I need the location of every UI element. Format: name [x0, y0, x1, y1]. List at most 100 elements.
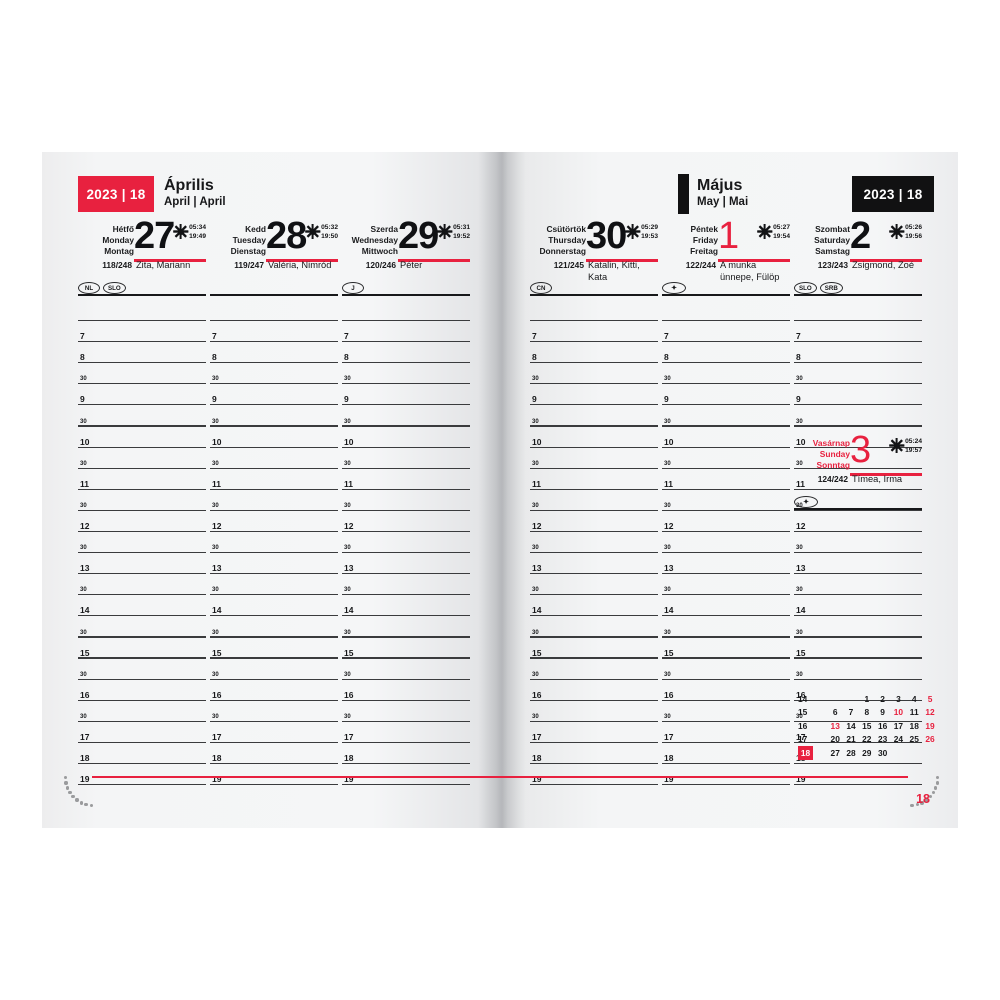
hour-row[interactable]: 14	[342, 595, 470, 617]
hour-row[interactable]: 9	[210, 384, 338, 406]
hour-row[interactable]: 30	[78, 532, 206, 554]
hour-row[interactable]: 19	[662, 764, 790, 786]
hour-row[interactable]: 15	[210, 638, 338, 659]
hour-row[interactable]: 15	[794, 638, 922, 659]
mini-day-cell[interactable]	[827, 692, 843, 706]
hour-row[interactable]	[78, 300, 206, 322]
hour-row[interactable]: 13	[78, 553, 206, 575]
hour-row[interactable]: 12	[210, 511, 338, 533]
hour-row[interactable]: 18	[78, 743, 206, 765]
mini-week-number[interactable]: 17	[798, 734, 808, 745]
hour-row[interactable]: 16	[530, 680, 658, 701]
hour-row[interactable]: 12	[78, 511, 206, 533]
hour-row[interactable]: 11	[210, 469, 338, 490]
mini-day-cell[interactable]: 29	[862, 747, 872, 758]
hour-row[interactable]: 30	[530, 363, 658, 385]
hour-row[interactable]: 13	[210, 553, 338, 575]
hour-row[interactable]: 17	[342, 722, 470, 743]
hour-row[interactable]: 10	[210, 427, 338, 448]
day-column-tuesday[interactable]: Kedd Tuesday Dienstag 28 05:32 19:50 119/247 Va…	[210, 217, 338, 786]
hour-row[interactable]: 18	[342, 743, 470, 765]
hour-row[interactable]: 30	[342, 574, 470, 596]
hour-row[interactable]: 30	[210, 448, 338, 469]
hour-row[interactable]: 16	[342, 680, 470, 701]
hour-row[interactable]: 14	[794, 595, 922, 617]
hour-row[interactable]: 13	[342, 553, 470, 575]
hour-row[interactable]: 8	[78, 342, 206, 364]
hour-row[interactable]: 11	[78, 469, 206, 490]
hour-row[interactable]: 30	[530, 701, 658, 722]
mini-day-cell[interactable]	[813, 692, 827, 706]
mini-day-cell[interactable]: 28	[846, 747, 856, 758]
day-column-friday[interactable]: Péntek Friday Freitag 1 05:27 19:54 122/244 A m…	[662, 217, 790, 786]
mini-day-cell[interactable]: 11	[909, 707, 919, 718]
hour-row[interactable]: 30	[794, 532, 922, 554]
hour-row[interactable]: 9	[662, 384, 790, 406]
hour-row[interactable]: 30	[794, 448, 922, 469]
hour-row[interactable]: 30	[662, 490, 790, 511]
hour-row[interactable]: 18	[210, 743, 338, 765]
hour-row[interactable]: 13	[530, 553, 658, 575]
hour-row[interactable]: 19	[210, 764, 338, 786]
hour-row[interactable]: 10	[662, 427, 790, 448]
mini-day-cell[interactable]: 27	[830, 747, 840, 758]
hour-row[interactable]: 11	[342, 469, 470, 490]
hour-row[interactable]: 10	[794, 427, 922, 448]
hour-row[interactable]: 7	[662, 321, 790, 343]
hour-row[interactable]: 30	[78, 659, 206, 680]
hour-row[interactable]: 16	[78, 680, 206, 701]
hour-row[interactable]: 19	[530, 764, 658, 786]
hour-row[interactable]: 30	[342, 532, 470, 554]
hour-row[interactable]: 8	[794, 342, 922, 364]
hour-row[interactable]: 7	[342, 321, 470, 343]
mini-day-cell[interactable]: 19	[925, 720, 935, 731]
hour-row[interactable]: 30	[662, 616, 790, 638]
hour-row[interactable]: 17	[794, 722, 922, 743]
hour-row[interactable]: 17	[210, 722, 338, 743]
hour-row[interactable]: 9	[78, 384, 206, 406]
hour-row[interactable]: 30	[662, 532, 790, 554]
mini-week-number[interactable]: 15	[798, 707, 808, 718]
hour-row[interactable]: 16	[794, 680, 922, 701]
hour-row[interactable]: 30	[210, 616, 338, 638]
hour-row[interactable]: 30	[662, 659, 790, 680]
day-column-saturday[interactable]: Szombat Saturday Samstag 2 05:26 19:56 123/243…	[794, 217, 922, 786]
mini-day-cell[interactable]: 10	[893, 707, 904, 718]
hour-row[interactable]: 12	[342, 511, 470, 533]
mini-day-cell[interactable]: 26	[925, 734, 935, 745]
hour-row[interactable]: 12	[530, 511, 658, 533]
mini-day-cell[interactable]: 17	[893, 720, 904, 731]
hour-row[interactable]: 7	[78, 321, 206, 343]
hour-row[interactable]: 18	[662, 743, 790, 765]
hour-row[interactable]: 15	[530, 638, 658, 659]
mini-day-cell[interactable]: 21	[846, 734, 856, 745]
hour-row[interactable]: 30	[342, 405, 470, 427]
hour-row[interactable]: 30	[662, 405, 790, 427]
hour-row[interactable]: 14	[530, 595, 658, 617]
hour-row[interactable]: 30	[78, 405, 206, 427]
mini-day-cell[interactable]: 23	[877, 734, 888, 745]
hour-row[interactable]: 11	[662, 469, 790, 490]
mini-day-cell[interactable]: 16	[877, 720, 888, 731]
hour-row[interactable]: 30	[794, 574, 922, 596]
hour-row[interactable]: 8	[342, 342, 470, 364]
hour-row[interactable]: 30	[210, 363, 338, 385]
hour-row[interactable]	[342, 300, 470, 322]
hour-row[interactable]: 11	[794, 469, 922, 490]
hour-row[interactable]: 13	[662, 553, 790, 575]
hour-row[interactable]: 10	[530, 427, 658, 448]
hour-row[interactable]: 30	[342, 363, 470, 385]
hour-row[interactable]: 30	[210, 405, 338, 427]
hour-row[interactable]: 8	[210, 342, 338, 364]
mini-day-cell[interactable]: 4	[911, 693, 917, 704]
mini-week-number[interactable]: 14	[798, 693, 808, 704]
hour-row[interactable]: 30	[210, 701, 338, 722]
hour-row[interactable]: 18	[530, 743, 658, 765]
hour-row[interactable]: 30	[794, 363, 922, 385]
hour-row[interactable]: 30	[530, 405, 658, 427]
hour-row[interactable]: 30	[78, 363, 206, 385]
hour-row[interactable]: 15	[78, 638, 206, 659]
mini-day-cell[interactable]: 18	[909, 720, 919, 731]
mini-day-cell[interactable]: 22	[862, 734, 872, 745]
hour-row[interactable]: 30	[794, 701, 922, 722]
